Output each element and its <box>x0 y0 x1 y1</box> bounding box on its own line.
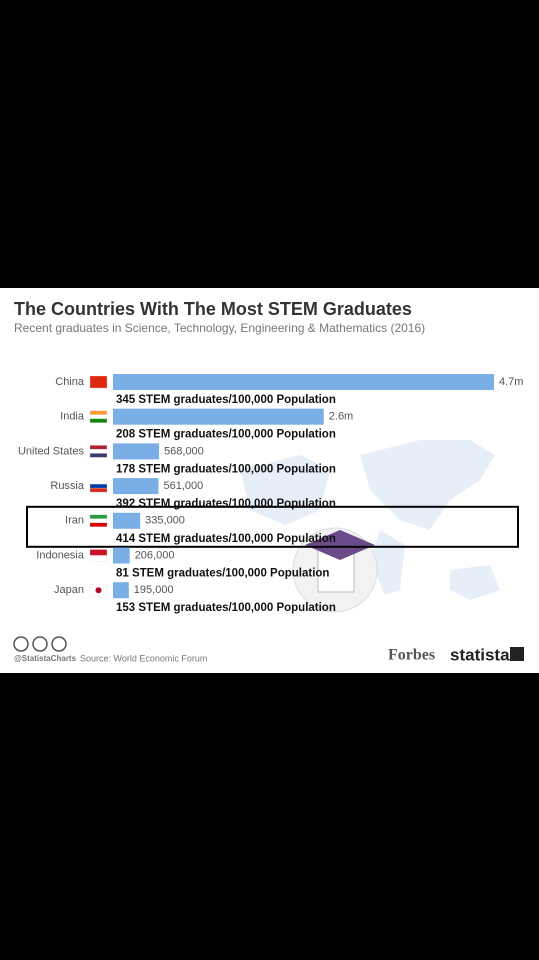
annotation: 208 STEM graduates/100,000 Population <box>116 429 336 441</box>
category-label: United States <box>18 445 85 457</box>
annotation: 178 STEM graduates/100,000 Population <box>116 463 336 475</box>
flag <box>89 479 108 485</box>
category-label: Indonesia <box>36 549 85 561</box>
statista-logo: statista <box>450 645 510 664</box>
statista-mark <box>510 647 524 661</box>
annotation: 414 STEM graduates/100,000 Population <box>116 533 336 545</box>
flag <box>89 483 108 489</box>
flag <box>89 414 108 419</box>
annotation: 153 STEM graduates/100,000 Population <box>116 602 336 614</box>
license-icons <box>13 636 67 652</box>
chart-title: The Countries With The Most STEM Graduat… <box>14 299 412 319</box>
graduation-icon <box>292 527 378 613</box>
flag <box>89 445 108 450</box>
category-label: Iran <box>65 515 84 527</box>
value-label: 2.6m <box>329 411 353 423</box>
flag <box>89 449 108 454</box>
value-label: 561,000 <box>163 480 203 492</box>
bar <box>113 374 494 390</box>
flag <box>89 410 108 415</box>
flag <box>89 549 108 556</box>
annotation: 392 STEM graduates/100,000 Population <box>116 498 336 510</box>
bar <box>113 582 129 599</box>
category-label: India <box>60 411 85 423</box>
chart-subtitle: Recent graduates in Science, Technology,… <box>14 321 425 335</box>
flag <box>89 555 108 562</box>
forbes-logo: Forbes <box>388 647 435 664</box>
category-label: China <box>55 376 85 388</box>
flag <box>89 375 108 389</box>
annotation: 345 STEM graduates/100,000 Population <box>116 394 336 406</box>
flag <box>89 487 108 493</box>
credit: @StatistaCharts <box>14 654 77 663</box>
bar <box>113 478 159 495</box>
bar <box>113 512 141 529</box>
value-label: 335,000 <box>145 515 185 527</box>
flag <box>95 587 102 594</box>
source: Source: World Economic Forum <box>80 653 207 663</box>
flag <box>89 522 108 527</box>
bar <box>113 408 324 425</box>
highlight-box <box>26 505 519 548</box>
flag <box>89 418 108 423</box>
bar <box>113 443 160 460</box>
flag <box>89 453 108 458</box>
flag <box>89 518 108 523</box>
value-label: 4.7m <box>499 376 523 388</box>
category-label: Japan <box>54 584 84 596</box>
flag <box>89 514 108 519</box>
annotation: 81 STEM graduates/100,000 Population <box>116 568 329 580</box>
value-label: 195,000 <box>134 584 174 596</box>
value-label: 206,000 <box>135 549 175 561</box>
value-label: 568,000 <box>164 445 204 457</box>
category-label: Russia <box>50 480 85 492</box>
bar <box>113 547 130 564</box>
